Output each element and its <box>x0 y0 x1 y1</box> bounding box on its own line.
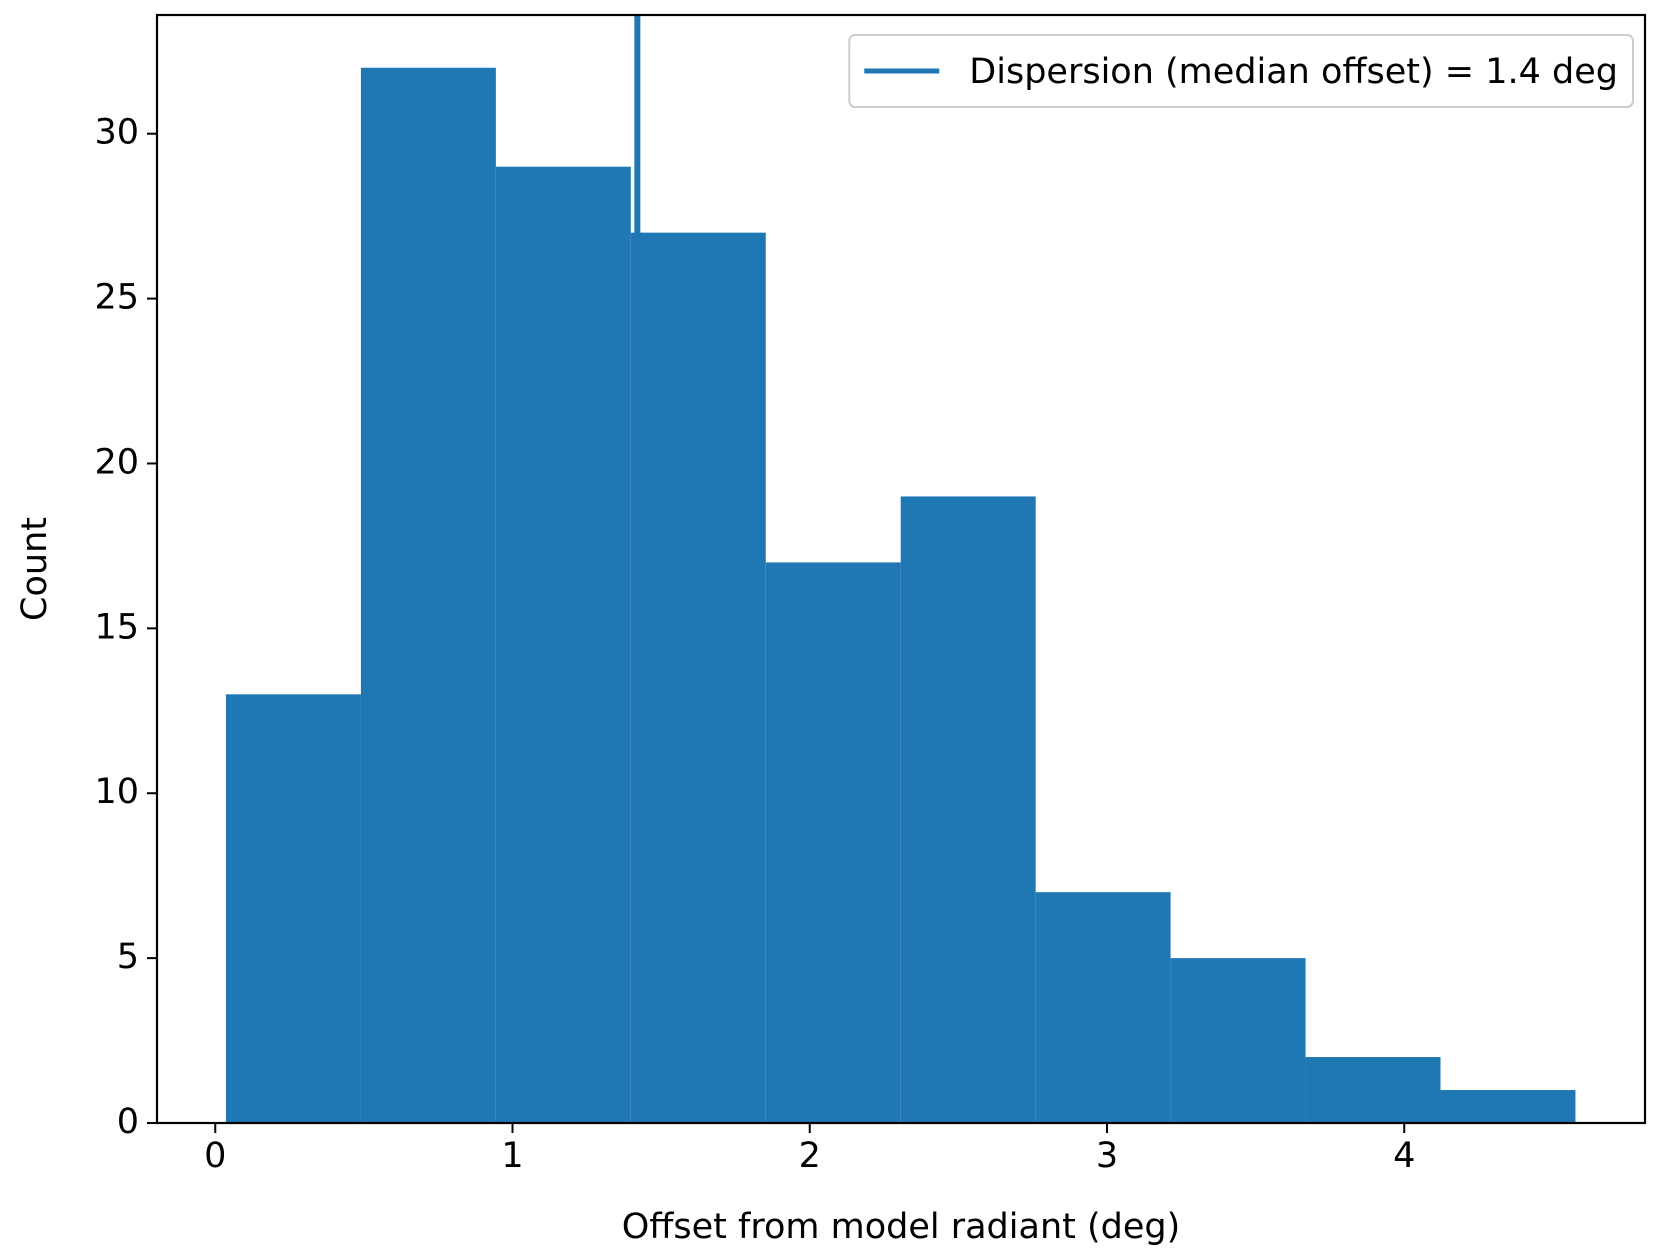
x-tick-label: 4 <box>1393 1136 1415 1176</box>
plot-frame <box>155 13 1647 1125</box>
y-tick-label: 5 <box>117 937 139 977</box>
histogram-bar <box>630 232 766 1124</box>
legend-label: Dispersion (median offset) = 1.4 deg <box>969 52 1618 92</box>
y-tick-label: 20 <box>94 442 139 482</box>
histogram-bar <box>900 496 1036 1123</box>
x-tick-label: 2 <box>799 1136 821 1176</box>
histogram-bar <box>1305 1057 1441 1123</box>
histogram-bar <box>1035 892 1171 1123</box>
y-axis-label: Count <box>15 517 55 621</box>
y-tick-label: 15 <box>94 607 139 647</box>
y-tick-label: 25 <box>94 278 139 318</box>
histogram-bar <box>360 67 496 1123</box>
y-tick-label: 10 <box>94 772 139 812</box>
y-tick-label: 30 <box>94 113 139 153</box>
histogram-bar <box>1440 1090 1576 1123</box>
histogram-bar <box>765 562 901 1123</box>
x-tick-label: 1 <box>501 1136 523 1176</box>
x-axis-label: Offset from model radiant (deg) <box>622 1207 1181 1247</box>
x-tick-label: 3 <box>1096 1136 1118 1176</box>
histogram-bar <box>495 166 631 1123</box>
histogram-bar <box>1170 958 1306 1123</box>
legend-box <box>848 34 1634 108</box>
y-tick-label: 0 <box>117 1102 139 1142</box>
x-tick-label: 0 <box>204 1136 226 1176</box>
legend: Dispersion (median offset) = 1.4 deg <box>848 34 1634 108</box>
histogram-bar <box>225 694 361 1123</box>
